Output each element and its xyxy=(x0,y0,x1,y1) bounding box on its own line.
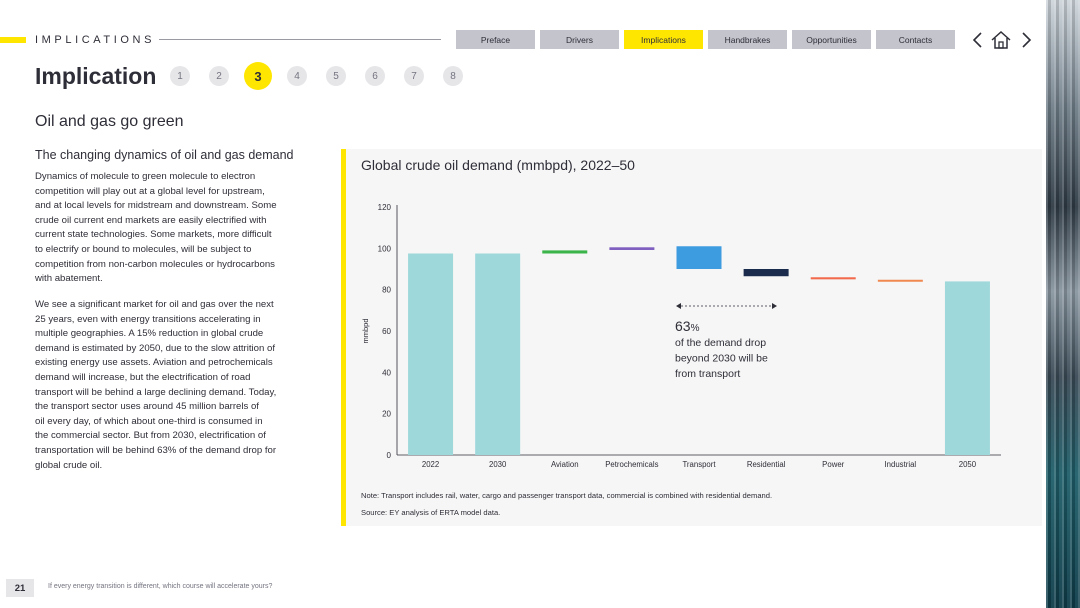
nav-tab-preface[interactable]: Preface xyxy=(456,30,535,49)
x-tick-label: 2050 xyxy=(959,460,977,469)
nav-tab-handbrakes[interactable]: Handbrakes xyxy=(708,30,787,49)
section-heading: The changing dynamics of oil and gas dem… xyxy=(35,148,294,162)
annotation-line: from transport xyxy=(675,368,740,380)
bar-aviation xyxy=(542,250,588,254)
text-line: and at local levels for midstream and do… xyxy=(35,200,277,212)
x-tick-label: Aviation xyxy=(551,460,579,469)
nav-tab-opportunities[interactable]: Opportunities xyxy=(792,30,871,49)
text-line: demand will increase, but the electrific… xyxy=(35,371,251,383)
text-line: the transport sector uses around 45 mill… xyxy=(35,401,259,413)
y-tick-label: 60 xyxy=(382,327,391,336)
chart-panel xyxy=(341,149,1042,526)
step-1[interactable]: 1 xyxy=(170,66,190,86)
top-navigation: Preface Drivers Implications Handbrakes Oppo… xyxy=(456,30,955,49)
nav-tab-contacts[interactable]: Contacts xyxy=(876,30,955,49)
bar-2050 xyxy=(944,281,990,455)
x-tick-label: Residential xyxy=(747,460,786,469)
chart-source: Source: EY analysis of ERTA model data. xyxy=(361,508,501,517)
step-8[interactable]: 8 xyxy=(443,66,463,86)
text-line: current state technologies. Some markets… xyxy=(35,229,272,241)
x-tick-label: 2030 xyxy=(489,460,507,469)
bar-petrochemicals xyxy=(609,247,655,250)
step-6[interactable]: 6 xyxy=(365,66,385,86)
section-label: IMPLICATIONS xyxy=(35,34,156,46)
bar-2022 xyxy=(408,253,454,455)
annotation-line: of the demand drop xyxy=(675,337,766,349)
chevron-left-icon[interactable] xyxy=(970,31,986,49)
text-line: Dynamics of molecule to green molecule t… xyxy=(35,171,256,182)
text-line: global crude oil. xyxy=(35,459,103,471)
x-tick-label: Industrial xyxy=(885,460,917,469)
chart-note: Note: Transport includes rail, water, ca… xyxy=(361,491,773,500)
bar-industrial xyxy=(877,279,923,282)
y-tick-label: 0 xyxy=(387,451,392,460)
y-axis-label: mmbpd xyxy=(361,318,370,343)
text-line: multiple geographies. A 15% reduction in… xyxy=(35,328,264,340)
text-line: the commercial sector. But from 2030, el… xyxy=(35,430,266,442)
text-line: crude oil current end markets are easily… xyxy=(35,214,267,226)
nav-tab-drivers[interactable]: Drivers xyxy=(540,30,619,49)
text-line: transportation will be behind 63% of the… xyxy=(35,444,277,456)
step-7[interactable]: 7 xyxy=(404,66,424,86)
text-line: competition from non-carbon molecules or… xyxy=(35,258,275,270)
step-5[interactable]: 5 xyxy=(326,66,346,86)
text-line: We see a significant market for oil and … xyxy=(35,299,274,310)
arrow-left-icon xyxy=(676,303,681,309)
text-line: existing energy use assets. Aviation and… xyxy=(35,357,273,369)
arrow-right-icon xyxy=(772,303,777,309)
bar-power xyxy=(810,277,856,280)
body-paragraph-2: We see a significant market for oil and … xyxy=(35,298,315,473)
nav-tab-implications[interactable]: Implications xyxy=(624,30,703,49)
annotation-number: 63 xyxy=(675,318,691,334)
section-divider xyxy=(159,39,441,40)
bar-2030 xyxy=(475,253,521,455)
y-tick-label: 20 xyxy=(382,410,391,419)
section-accent-bar xyxy=(0,37,26,43)
text-line: to electrify or bound to molecules, will… xyxy=(35,243,252,255)
text-line: transport will be behind a large declini… xyxy=(35,386,277,398)
step-3[interactable]: 3 xyxy=(244,62,272,90)
x-tick-label: Petrochemicals xyxy=(605,460,658,469)
text-line: 25 years, even with energy transitions a… xyxy=(35,313,261,325)
x-tick-label: Transport xyxy=(682,460,716,469)
annotation-value: 63% xyxy=(675,318,700,334)
chart-accent-bar xyxy=(341,149,346,526)
text-line: with abatement. xyxy=(35,273,103,285)
text-line: oil every day, of which about one-third … xyxy=(35,415,263,427)
step-2[interactable]: 2 xyxy=(209,66,229,86)
y-tick-label: 80 xyxy=(382,286,391,295)
home-icon[interactable] xyxy=(990,30,1012,50)
text-line: competition will play out at a global le… xyxy=(35,185,265,197)
x-tick-label: Power xyxy=(822,460,845,469)
body-paragraph-1: Dynamics of molecule to green molecule t… xyxy=(35,170,315,287)
bar-transport xyxy=(676,246,722,269)
step-4[interactable]: 4 xyxy=(287,66,307,86)
bar-residential xyxy=(743,269,789,277)
background-photo-strip xyxy=(1046,0,1080,608)
y-tick-label: 120 xyxy=(378,203,392,212)
waterfall-chart: 0 20 40 60 80 100 120 mmbpd 2022 2030 Aviation Petr… xyxy=(361,203,1001,469)
chevron-right-icon[interactable] xyxy=(1018,31,1034,49)
x-tick-label: 2022 xyxy=(422,460,439,469)
annotation-line: beyond 2030 will be xyxy=(675,353,768,365)
chart-title: Global crude oil demand (mmbpd), 2022–50 xyxy=(361,157,635,173)
page-subtitle: Oil and gas go green xyxy=(35,113,184,130)
annotation-unit: % xyxy=(691,323,700,334)
y-tick-label: 40 xyxy=(382,368,391,377)
page-number: 21 xyxy=(6,579,34,597)
page-title: Implication xyxy=(35,63,157,89)
y-tick-label: 100 xyxy=(378,244,392,253)
footer-tagline: If every energy transition is different,… xyxy=(48,583,273,590)
text-line: demand is estimated by 2050, due to the … xyxy=(35,342,275,354)
